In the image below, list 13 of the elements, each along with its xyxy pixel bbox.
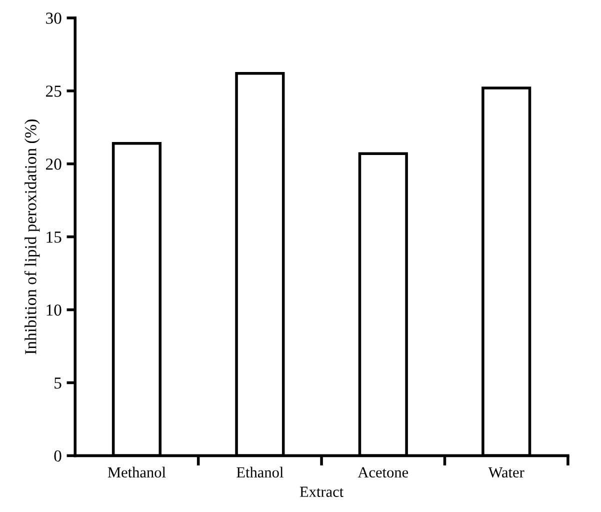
y-tick-label: 5 xyxy=(54,378,62,389)
y-tick-label: 15 xyxy=(46,232,62,243)
x-tick-label: Acetone xyxy=(358,467,408,478)
y-tick-label: 10 xyxy=(46,304,62,316)
x-tick-label: Water xyxy=(488,467,524,478)
x-tick-label: Methanol xyxy=(108,466,166,478)
x-tick-label: Ethanol xyxy=(236,466,284,478)
y-tick-label: 25 xyxy=(46,86,62,97)
y-tick-label: 20 xyxy=(46,158,62,170)
y-tick-label: 30 xyxy=(46,12,62,24)
x-axis-title: Extract xyxy=(300,486,344,497)
y-tick-label: 0 xyxy=(54,450,62,462)
y-axis-title: Inhibition of lipid peroxidation (%) xyxy=(24,119,40,354)
